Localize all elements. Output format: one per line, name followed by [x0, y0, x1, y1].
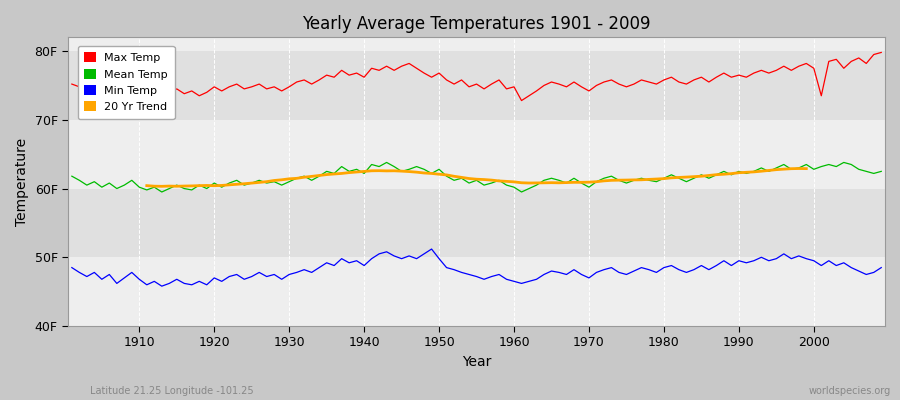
- Text: worldspecies.org: worldspecies.org: [809, 386, 891, 396]
- Legend: Max Temp, Mean Temp, Min Temp, 20 Yr Trend: Max Temp, Mean Temp, Min Temp, 20 Yr Tre…: [77, 46, 175, 119]
- X-axis label: Year: Year: [462, 355, 491, 369]
- Bar: [68, 257, 885, 326]
- Title: Yearly Average Temperatures 1901 - 2009: Yearly Average Temperatures 1901 - 2009: [302, 15, 651, 33]
- Bar: [68, 51, 885, 120]
- Bar: [68, 37, 885, 51]
- Bar: [68, 120, 885, 188]
- Bar: [68, 188, 885, 257]
- Y-axis label: Temperature: Temperature: [15, 138, 29, 226]
- Text: Latitude 21.25 Longitude -101.25: Latitude 21.25 Longitude -101.25: [90, 386, 254, 396]
